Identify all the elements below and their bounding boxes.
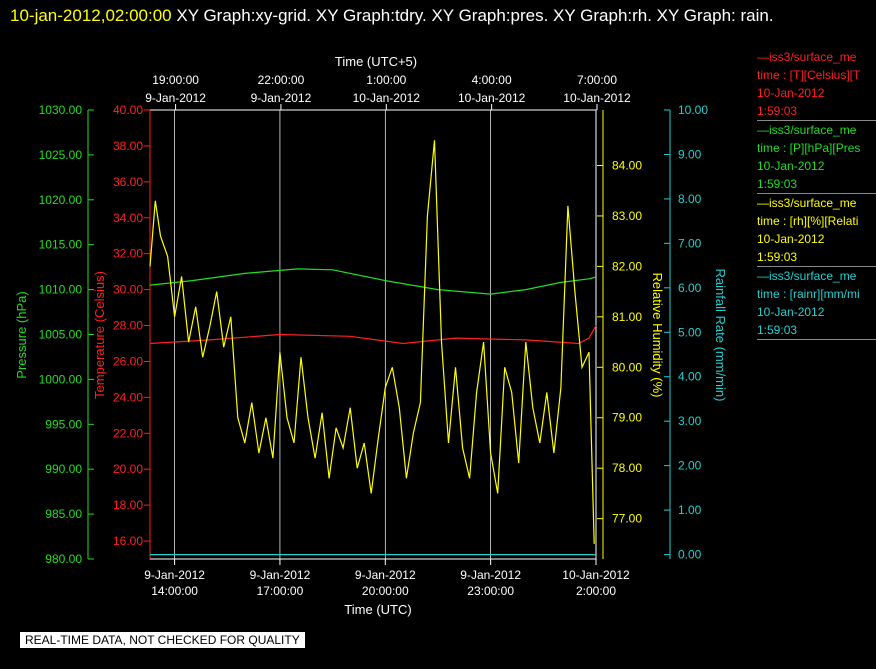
rainfall-tick-label: 0.00: [678, 548, 702, 562]
humidity-axis-title: Relative Humidity (%): [650, 273, 665, 398]
rainfall-tick-label: 4.00: [678, 370, 702, 384]
temperature-tick-label: 22.00: [113, 426, 143, 440]
temperature-tick-label: 26.00: [113, 354, 143, 368]
rainfall-tick-label: 5.00: [678, 325, 702, 339]
top-tick-label-date: 10-Jan-2012: [458, 91, 526, 105]
plot-frame: [149, 109, 597, 560]
top-tick-label-date: 9-Jan-2012: [145, 91, 206, 105]
temperature-tick-label: 24.00: [113, 390, 143, 404]
legend-variable: time : [P][hPa][Pres: [757, 141, 861, 155]
quality-disclaimer: REAL-TIME DATA, NOT CHECKED FOR QUALITY: [20, 632, 305, 648]
legend-variable: time : [rh][%][Relati: [757, 214, 859, 228]
x-axis-title: Time (UTC): [344, 602, 411, 617]
temperature-axis-title: Temperature (Celsius): [92, 271, 107, 399]
rainfall-tick-label: 8.00: [678, 192, 702, 206]
humidity-tick-label: 77.00: [612, 512, 642, 526]
rainfall-tick-label: 10.00: [678, 103, 708, 117]
legend-entry-temperature: —iss3/surface_me time : [T][Celsius][T 1…: [757, 48, 876, 121]
pressure-tick-label: 995.00: [45, 417, 82, 431]
legend-source: —iss3/surface_me: [757, 269, 857, 283]
legend-time: 1:59:03: [757, 177, 798, 191]
x-tick-label-time: 23:00:00: [467, 584, 514, 598]
legend-entry-rainfall: —iss3/surface_me time : [rainr][mm/mi 10…: [757, 267, 876, 340]
x-tick-label-date: 9-Jan-2012: [460, 568, 521, 582]
legend-date: 10-Jan-2012: [757, 305, 825, 319]
temperature-tick-label: 38.00: [113, 139, 143, 153]
temperature-tick-label: 28.00: [113, 319, 143, 333]
humidity-tick-label: 80.00: [612, 360, 642, 374]
temperature-tick-label: 40.00: [113, 103, 143, 117]
pressure-tick-label: 1030.00: [39, 103, 83, 117]
series-line-humidity: [149, 140, 595, 544]
top-tick-label-date: 9-Jan-2012: [251, 91, 312, 105]
x-tick-label-time: 2:00:00: [576, 584, 616, 598]
pressure-tick-label: 1025.00: [39, 148, 83, 162]
legend-date: 10-Jan-2012: [757, 159, 825, 173]
pressure-tick-label: 1020.00: [39, 193, 83, 207]
temperature-tick-label: 16.00: [113, 534, 143, 548]
timestamp: 10-jan-2012,02:00:00: [10, 6, 172, 25]
rainfall-axis-title: Rainfall Rate (mm/min): [713, 269, 728, 402]
series-line-pressure: [149, 268, 597, 295]
top-axis-title: Time (UTC+5): [335, 54, 417, 69]
series-line-temperature: [149, 325, 597, 345]
humidity-tick-label: 81.00: [612, 310, 642, 324]
x-tick-label-date: 9-Jan-2012: [355, 568, 416, 582]
humidity-tick-label: 79.00: [612, 411, 642, 425]
x-tick-label-date: 10-Jan-2012: [562, 568, 630, 582]
rainfall-tick-label: 1.00: [678, 503, 702, 517]
temperature-tick-label: 30.00: [113, 283, 143, 297]
temperature-tick-label: 18.00: [113, 498, 143, 512]
top-tick-label-date: 10-Jan-2012: [353, 91, 421, 105]
pressure-tick-label: 985.00: [45, 507, 82, 521]
x-tick-label-time: 14:00:00: [151, 584, 198, 598]
humidity-tick-label: 78.00: [612, 461, 642, 475]
temperature-tick-label: 32.00: [113, 247, 143, 261]
rainfall-tick-label: 6.00: [678, 281, 702, 295]
legend-variable: time : [T][Celsius][T: [757, 68, 861, 82]
rainfall-tick-label: 7.00: [678, 236, 702, 250]
legend-time: 1:59:03: [757, 250, 798, 264]
legend-variable: time : [rainr][mm/mi: [757, 287, 860, 301]
temperature-tick-label: 34.00: [113, 211, 143, 225]
legend-source: —iss3/surface_me: [757, 196, 857, 210]
humidity-tick-label: 82.00: [612, 259, 642, 273]
temperature-tick-label: 36.00: [113, 175, 143, 189]
legend-entry-pressure: —iss3/surface_me time : [P][hPa][Pres 10…: [757, 121, 876, 194]
top-tick-label-time: 19:00:00: [152, 73, 199, 87]
legend-date: 10-Jan-2012: [757, 232, 825, 246]
rainfall-tick-label: 3.00: [678, 414, 702, 428]
pressure-tick-label: 980.00: [45, 552, 82, 566]
pressure-axis-title: Pressure (hPa): [14, 291, 29, 378]
x-tick-label-date: 9-Jan-2012: [250, 568, 311, 582]
top-tick-label-date: 10-Jan-2012: [563, 91, 631, 105]
top-tick-label-time: 1:00:00: [366, 73, 406, 87]
legend: —iss3/surface_me time : [T][Celsius][T 1…: [757, 48, 876, 340]
pressure-tick-label: 1000.00: [39, 372, 83, 386]
pressure-tick-label: 1015.00: [39, 238, 83, 252]
graph-title-bar: 10-jan-2012,02:00:00 XY Graph:xy-grid. X…: [10, 2, 850, 30]
legend-time: 1:59:03: [757, 323, 798, 337]
top-tick-label-time: 7:00:00: [577, 73, 617, 87]
x-tick-label-time: 17:00:00: [257, 584, 304, 598]
temperature-tick-label: 20.00: [113, 462, 143, 476]
pressure-tick-label: 1010.00: [39, 283, 83, 297]
top-tick-label-time: 4:00:00: [472, 73, 512, 87]
legend-source: —iss3/surface_me: [757, 50, 857, 64]
legend-source: —iss3/surface_me: [757, 123, 857, 137]
graph-list-title: XY Graph:xy-grid. XY Graph:tdry. XY Grap…: [171, 6, 774, 25]
legend-entry-humidity: —iss3/surface_me time : [rh][%][Relati 1…: [757, 194, 876, 267]
legend-time: 1:59:03: [757, 104, 798, 118]
pressure-tick-label: 1005.00: [39, 328, 83, 342]
humidity-tick-label: 84.00: [612, 158, 642, 172]
x-tick-label-date: 9-Jan-2012: [144, 568, 205, 582]
rainfall-tick-label: 2.00: [678, 459, 702, 473]
humidity-tick-label: 83.00: [612, 209, 642, 223]
legend-date: 10-Jan-2012: [757, 86, 825, 100]
x-tick-label-time: 20:00:00: [362, 584, 409, 598]
rainfall-tick-label: 9.00: [678, 147, 702, 161]
top-tick-label-time: 22:00:00: [258, 73, 305, 87]
pressure-tick-label: 990.00: [45, 462, 82, 476]
